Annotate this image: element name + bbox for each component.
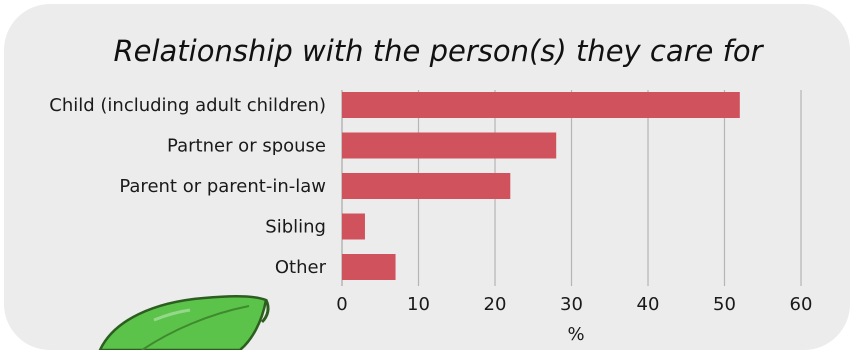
x-tick-label: 50 xyxy=(713,294,736,315)
category-labels: Child (including adult children) Partner … xyxy=(49,95,326,278)
x-tick-label: 30 xyxy=(560,294,583,315)
bar xyxy=(342,254,396,280)
leaf-icon xyxy=(98,295,270,350)
chart-card: Relationship with the person(s) they car… xyxy=(4,4,850,350)
chart-title: Relationship with the person(s) they car… xyxy=(113,34,763,68)
x-tick-label: 0 xyxy=(336,294,347,315)
category-label: Child (including adult children) xyxy=(49,95,326,116)
x-tick-label: 10 xyxy=(407,294,430,315)
bar xyxy=(342,173,511,199)
bar xyxy=(342,92,740,118)
category-label: Other xyxy=(275,257,327,278)
category-label: Sibling xyxy=(265,217,326,238)
bar-chart: Child (including adult children) Partner … xyxy=(49,90,812,350)
x-tick-label: 40 xyxy=(637,294,660,315)
bar xyxy=(342,132,557,159)
x-tick-label: 20 xyxy=(484,294,507,315)
category-label: Partner or spouse xyxy=(167,136,326,157)
category-label: Parent or parent-in-law xyxy=(119,176,326,197)
x-axis-label: % xyxy=(567,324,584,345)
bar xyxy=(342,213,365,240)
x-tick-label: 60 xyxy=(790,294,813,315)
x-tick-labels: 0 10 20 30 40 50 60 xyxy=(336,294,812,315)
bars xyxy=(342,92,740,280)
